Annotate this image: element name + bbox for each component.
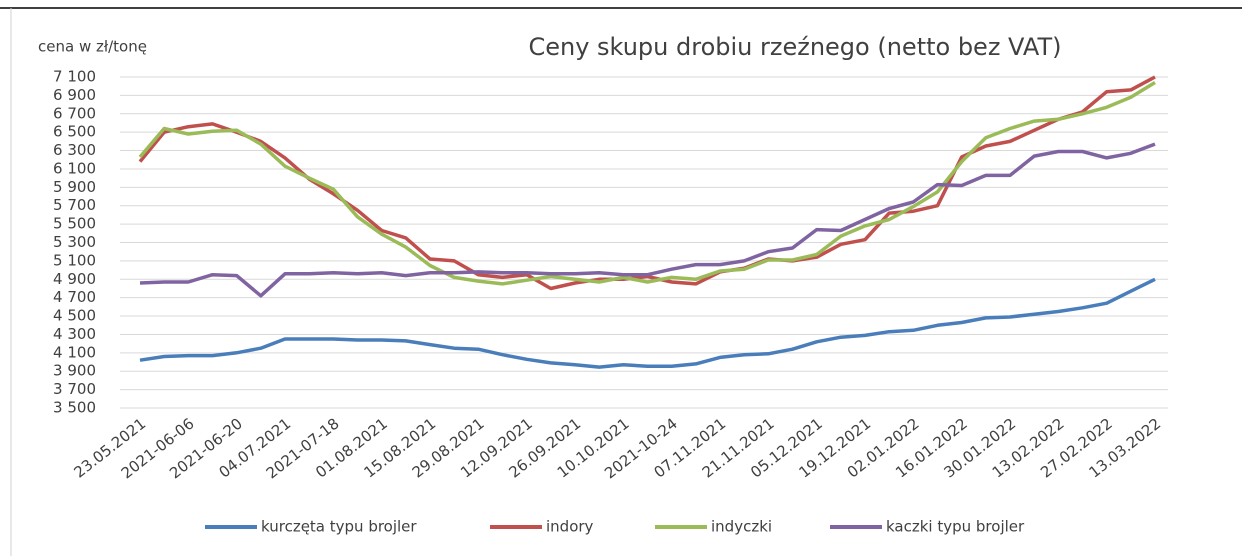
y-tick-label: 5 500 xyxy=(53,215,96,233)
y-tick-label: 7 100 xyxy=(53,68,96,86)
y-tick-label: 3 700 xyxy=(53,380,96,398)
legend-label: kurczęta typu brojler xyxy=(261,518,417,536)
y-tick-label: 6 900 xyxy=(53,86,96,104)
y-tick-label: 6 500 xyxy=(53,123,96,141)
series-line xyxy=(139,277,1156,369)
y-tick-label: 3 500 xyxy=(53,399,96,417)
series-line xyxy=(138,75,1156,291)
y-tick-label: 6 100 xyxy=(53,159,96,177)
legend-label: indory xyxy=(546,518,594,536)
series-line xyxy=(139,142,1156,298)
series-line xyxy=(138,81,1156,286)
y-tick-label: 5 100 xyxy=(53,251,96,269)
legend-label: indyczki xyxy=(711,518,772,536)
y-tick-label: 5 300 xyxy=(53,233,96,251)
legend-label: kaczki typu brojler xyxy=(886,518,1025,536)
y-tick-label: 4 300 xyxy=(53,325,96,343)
y-tick-label: 3 900 xyxy=(53,362,96,380)
y-tick-label: 6 700 xyxy=(53,104,96,122)
y-tick-label: 6 300 xyxy=(53,141,96,159)
y-tick-label: 4 500 xyxy=(53,307,96,325)
y-tick-label: 5 700 xyxy=(53,196,96,214)
y-tick-label: 4 100 xyxy=(53,343,96,361)
y-tick-label: 4 900 xyxy=(53,270,96,288)
y-tick-label: 4 700 xyxy=(53,288,96,306)
chart-title: Ceny skupu drobiu rzeźnego (netto bez VA… xyxy=(528,33,1061,61)
y-axis-label: cena w zł/tonę xyxy=(38,38,147,56)
y-tick-label: 5 900 xyxy=(53,178,96,196)
